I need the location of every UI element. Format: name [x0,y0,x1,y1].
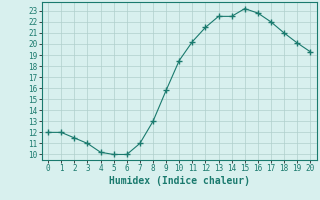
X-axis label: Humidex (Indice chaleur): Humidex (Indice chaleur) [109,176,250,186]
